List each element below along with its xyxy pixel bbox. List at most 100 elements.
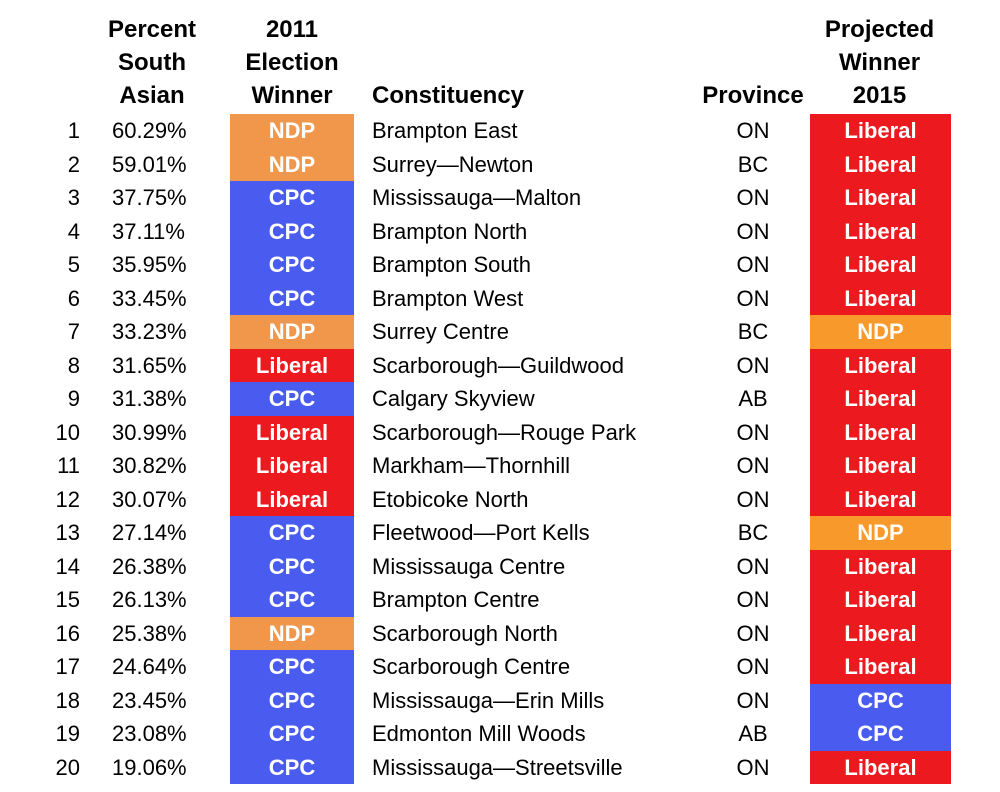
table-row: 5 35.95% CPC Brampton South ON Liberal (0, 248, 1000, 282)
table-row: 14 26.38% CPC Mississauga Centre ON Liberal (0, 549, 1000, 583)
province-cell: AB (738, 721, 768, 746)
winner-2011-cell: NDP (230, 315, 354, 349)
percent-south-asian-cell: 37.11% (112, 218, 185, 244)
province-cell: ON (736, 486, 770, 512)
rank-cell: 15 (55, 587, 80, 612)
table-row: 8 31.65% Liberal Scarborough—Guildwood ON Lib… (0, 348, 1000, 382)
constituency-cell: Brampton Centre (372, 587, 540, 612)
percent-south-asian-cell: 30.07% (112, 486, 187, 512)
winner-2011-cell: CPC (230, 281, 354, 315)
constituency-cell: Mississauga—Malton (372, 185, 582, 210)
province-cell: ON (736, 687, 770, 713)
header-percent-south-asian: Percent South Asian (107, 16, 197, 109)
table-row: 12 30.07% Liberal Etobicoke North ON Liberal (0, 482, 1000, 516)
constituency-cell: Scarborough—Guildwood (372, 352, 624, 378)
province-cell: ON (736, 352, 770, 378)
rank-cell: 7 (67, 319, 80, 344)
winner-2011-cell: Liberal (230, 449, 354, 483)
rank-cell: 6 (67, 285, 80, 311)
percent-south-asian-cell: 35.95% (112, 252, 187, 277)
header-projected-winner-2015: Projected Winner 2015 (824, 16, 935, 109)
projected-winner-2015-cell: Liberal (810, 750, 951, 784)
province-cell: ON (736, 620, 770, 646)
province-cell: ON (736, 553, 770, 579)
rank-cell: 18 (55, 687, 80, 713)
table-row: 7 33.23% NDP Surrey Centre BC NDP (0, 315, 1000, 349)
table-row: 13 27.14% CPC Fleetwood—Port Kells BC NDP (0, 516, 1000, 550)
winner-2011-cell: CPC (230, 717, 354, 751)
header-constituency: Constituency (372, 82, 525, 109)
projected-winner-2015-cell: Liberal (810, 382, 951, 416)
winner-2011-cell: NDP (230, 616, 354, 650)
winner-2011-cell: CPC (230, 516, 354, 550)
percent-south-asian-cell: 27.14% (112, 520, 187, 545)
percent-south-asian-cell: 33.45% (112, 285, 187, 311)
rank-cell: 3 (67, 185, 80, 210)
projected-winner-2015-cell: Liberal (810, 616, 951, 650)
percent-south-asian-cell: 59.01% (112, 151, 187, 177)
percent-south-asian-cell: 26.13% (112, 587, 187, 612)
constituency-cell: Scarborough—Rouge Park (372, 419, 637, 445)
projected-winner-2015-cell: Liberal (810, 449, 951, 483)
winner-2011-cell: CPC (230, 181, 354, 215)
percent-south-asian-cell: 30.99% (112, 419, 187, 445)
constituency-cell: Brampton East (372, 118, 518, 143)
province-cell: ON (736, 754, 770, 780)
percent-south-asian-cell: 37.75% (112, 185, 187, 210)
projected-winner-2015-cell: Liberal (810, 549, 951, 583)
province-cell: ON (736, 118, 770, 143)
projected-winner-2015-cell: Liberal (810, 114, 951, 148)
rank-cell: 5 (67, 252, 80, 277)
constituency-cell: Brampton South (372, 252, 531, 277)
rank-cell: 11 (57, 453, 80, 478)
winner-2011-cell: CPC (230, 683, 354, 717)
projected-winner-2015-cell: CPC (810, 683, 951, 717)
projected-winner-2015-cell: Liberal (810, 147, 951, 181)
percent-south-asian-cell: 30.82% (112, 453, 187, 478)
table-row: 19 23.08% CPC Edmonton Mill Woods AB CPC (0, 717, 1000, 751)
winner-2011-cell: CPC (230, 248, 354, 282)
percent-south-asian-cell: 23.08% (112, 721, 187, 746)
projected-winner-2015-cell: Liberal (810, 650, 951, 684)
rank-cell: 10 (55, 419, 80, 445)
winner-2011-cell: Liberal (230, 348, 354, 382)
projected-winner-2015-cell: Liberal (810, 181, 951, 215)
rank-cell: 12 (55, 486, 80, 512)
rank-cell: 9 (67, 386, 80, 411)
constituency-cell: Etobicoke North (372, 486, 529, 512)
percent-south-asian-cell: 23.45% (112, 687, 187, 713)
rank-cell: 2 (67, 151, 80, 177)
constituency-cell: Mississauga—Erin Mills (372, 687, 605, 713)
rank-cell: 13 (55, 520, 80, 545)
percent-south-asian-cell: 60.29% (112, 118, 187, 143)
winner-2011-cell: Liberal (230, 415, 354, 449)
constituency-cell: Fleetwood—Port Kells (372, 520, 590, 545)
rank-cell: 17 (55, 654, 80, 679)
header-province: Province (702, 82, 804, 109)
rank-cell: 14 (55, 553, 80, 579)
constituency-cell: Calgary Skyview (372, 386, 535, 411)
winner-2011-cell: Liberal (230, 482, 354, 516)
percent-south-asian-cell: 31.38% (112, 386, 187, 411)
rank-cell: 20 (55, 754, 80, 780)
winner-2011-cell: NDP (230, 147, 354, 181)
constituency-cell: Edmonton Mill Woods (372, 721, 586, 746)
winner-2011-cell: CPC (230, 214, 354, 248)
rank-cell: 8 (67, 352, 80, 378)
constituency-cell: Markham—Thornhill (372, 453, 571, 478)
table-row: 4 37.11% CPC Brampton North ON Liberal (0, 214, 1000, 248)
constituency-cell: Brampton West (372, 285, 524, 311)
projected-winner-2015-cell: Liberal (810, 248, 951, 282)
province-cell: BC (737, 319, 769, 344)
table-row: 17 24.64% CPC Scarborough Centre ON Liberal (0, 650, 1000, 684)
projected-winner-2015-cell: Liberal (810, 348, 951, 382)
projected-winner-2015-cell: Liberal (810, 415, 951, 449)
percent-south-asian-cell: 31.65% (112, 352, 187, 378)
province-cell: ON (736, 453, 770, 478)
rank-cell: 1 (67, 118, 80, 143)
table-row: 11 30.82% Liberal Markham—Thornhill ON Libera… (0, 449, 1000, 483)
table-row: 20 19.06% CPC Mississauga—Streetsville ON Lib… (0, 750, 1000, 784)
projected-winner-2015-cell: NDP (810, 516, 951, 550)
province-cell: ON (736, 654, 770, 679)
